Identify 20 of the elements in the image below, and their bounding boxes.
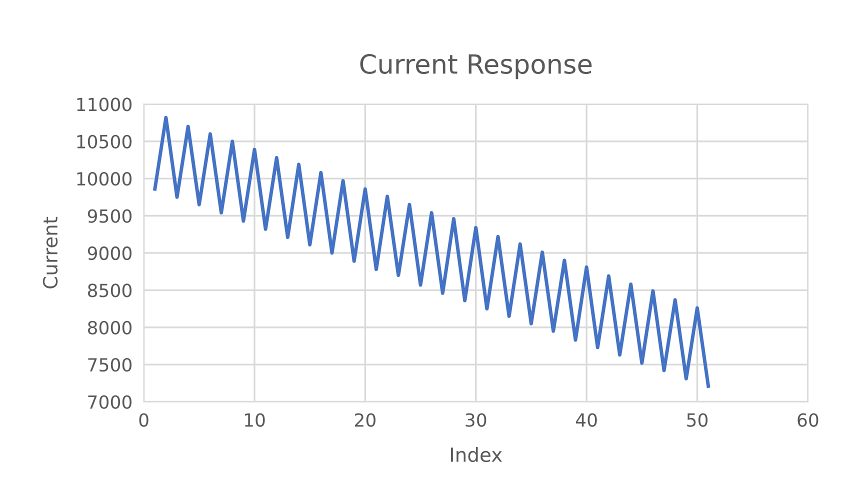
y-tick-label: 8500 [88,284,132,298]
x-tick-label: 0 [139,413,148,427]
y-tick-label: 8000 [88,320,132,334]
y-tick-label: 10500 [77,134,132,148]
y-tick-label: 7000 [88,395,132,409]
x-axis-title: Index [451,447,502,462]
y-tick-label: 9500 [88,209,132,223]
x-tick-label: 40 [576,413,597,427]
y-tick-label: 9000 [88,246,132,260]
y-tick-label: 7500 [88,358,132,372]
y-tick-label: 10000 [77,172,132,186]
line-series [153,116,710,388]
chart-title: Current Response [360,54,592,80]
y-tick-label: 11000 [77,98,132,112]
x-tick-label: 60 [798,413,818,427]
x-tick-label: 20 [355,413,376,427]
x-tick-label: 10 [245,413,265,427]
y-axis-title: Current [42,216,58,288]
x-tick-label: 50 [687,413,708,427]
x-tick-label: 30 [466,413,486,427]
